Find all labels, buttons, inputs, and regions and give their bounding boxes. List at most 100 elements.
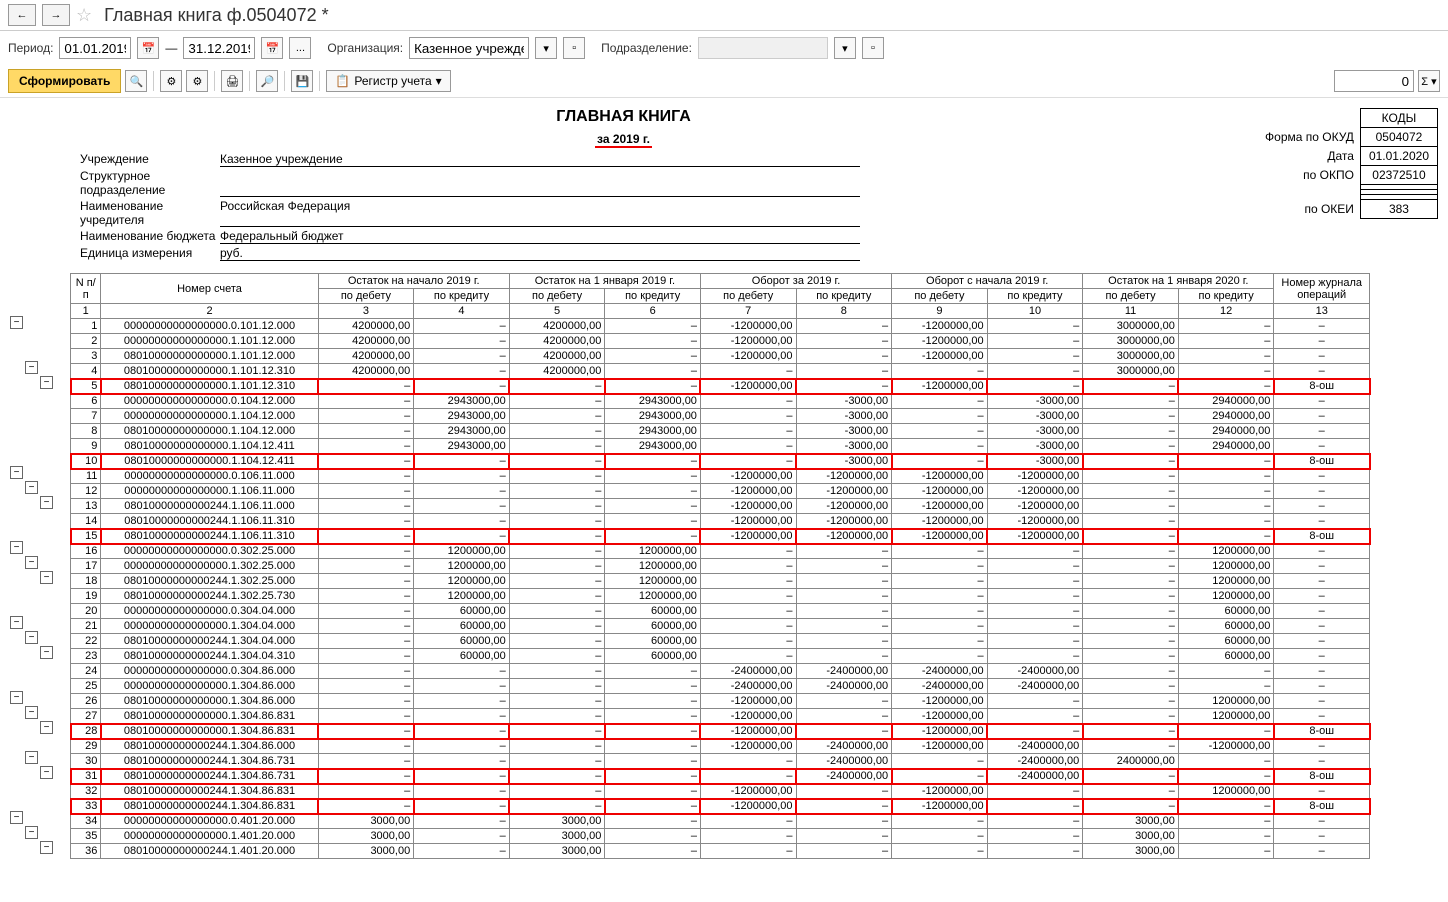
print-icon[interactable]: 🖨	[221, 70, 243, 92]
table-row[interactable]: 600000000000000000.0.104.12.000–2943000,…	[71, 394, 1370, 409]
row-val: –	[318, 634, 414, 649]
save-icon[interactable]: 💾	[291, 70, 313, 92]
table-row[interactable]: 308010000000000000.1.101.12.0004200000,0…	[71, 349, 1370, 364]
tree-toggle[interactable]: −	[25, 481, 38, 494]
period-more-button[interactable]: ...	[289, 37, 311, 59]
table-row[interactable]: 2500000000000000000.1.304.86.000––––-240…	[71, 679, 1370, 694]
table-row[interactable]: 3208010000000000244.1.304.86.831––––-120…	[71, 784, 1370, 799]
table-row[interactable]: 808010000000000000.1.104.12.000–2943000,…	[71, 424, 1370, 439]
row-val: –	[318, 514, 414, 529]
subdiv-clear-icon[interactable]: ▫	[862, 37, 884, 59]
row-val: -3000,00	[987, 409, 1083, 424]
form-button[interactable]: Сформировать	[8, 69, 121, 93]
table-row[interactable]: 3500000000000000000.1.401.20.0003000,00–…	[71, 829, 1370, 844]
org-clear-icon[interactable]: ▫	[563, 37, 585, 59]
row-val: –	[892, 829, 988, 844]
table-row[interactable]: 2308010000000000244.1.304.04.310–60000,0…	[71, 649, 1370, 664]
row-val: –	[987, 319, 1083, 334]
row-val: –	[318, 739, 414, 754]
table-row[interactable]: 3108010000000000244.1.304.86.731–––––-24…	[71, 769, 1370, 784]
tree-toggle[interactable]: −	[10, 541, 23, 554]
star-icon[interactable]: ☆	[76, 5, 92, 26]
settings1-icon[interactable]: ⚙	[160, 70, 182, 92]
table-row[interactable]: 700000000000000000.1.104.12.000–2943000,…	[71, 409, 1370, 424]
table-row[interactable]: 3008010000000000244.1.304.86.731–––––-24…	[71, 754, 1370, 769]
preview-icon[interactable]: 🔎	[256, 70, 278, 92]
table-row[interactable]: 2208010000000000244.1.304.04.000–60000,0…	[71, 634, 1370, 649]
tree-toggle[interactable]: −	[25, 631, 38, 644]
table-row[interactable]: 1908010000000000244.1.302.25.730–1200000…	[71, 589, 1370, 604]
num-input[interactable]	[1334, 70, 1414, 92]
table-row[interactable]: 2100000000000000000.1.304.04.000–60000,0…	[71, 619, 1370, 634]
tree-toggle[interactable]: −	[40, 496, 53, 509]
date-from-picker-icon[interactable]: 📅	[137, 37, 159, 59]
register-button[interactable]: 📋Регистр учета▾	[326, 70, 450, 92]
table-row[interactable]: 2708010000000000000.1.304.86.831––––-120…	[71, 709, 1370, 724]
tree-toggle[interactable]: −	[10, 691, 23, 704]
row-val: -1200000,00	[700, 334, 796, 349]
row-val: –	[892, 769, 988, 784]
table-row[interactable]: 1308010000000000244.1.106.11.000––––-120…	[71, 499, 1370, 514]
table-row[interactable]: 408010000000000000.1.101.12.3104200000,0…	[71, 364, 1370, 379]
table-row[interactable]: 908010000000000000.1.104.12.411–2943000,…	[71, 439, 1370, 454]
table-row[interactable]: 2908010000000000244.1.304.86.000––––-120…	[71, 739, 1370, 754]
table-row[interactable]: 200000000000000000.1.101.12.0004200000,0…	[71, 334, 1370, 349]
col-n: N п/п	[71, 274, 101, 304]
tree-toggle[interactable]: −	[10, 811, 23, 824]
back-button[interactable]: ←	[8, 4, 36, 26]
tree-toggle[interactable]: −	[40, 376, 53, 389]
tree-toggle[interactable]: −	[40, 646, 53, 659]
tree-toggle[interactable]: −	[25, 556, 38, 569]
field-value: руб.	[220, 246, 860, 261]
row-val: –	[796, 784, 892, 799]
tree-toggle[interactable]: −	[10, 466, 23, 479]
table-row[interactable]: 1808010000000000244.1.302.25.000–1200000…	[71, 574, 1370, 589]
row-val: -2400000,00	[700, 679, 796, 694]
table-row[interactable]: 3308010000000000244.1.304.86.831––––-120…	[71, 799, 1370, 814]
tree-toggle[interactable]: −	[25, 361, 38, 374]
table-row[interactable]: 2400000000000000000.0.304.86.000––––-240…	[71, 664, 1370, 679]
forward-button[interactable]: →	[42, 4, 70, 26]
table-row[interactable]: 1008010000000000000.1.104.12.411–––––-30…	[71, 454, 1370, 469]
search-icon[interactable]: 🔍	[125, 70, 147, 92]
table-row[interactable]: 3400000000000000000.0.401.20.0003000,00–…	[71, 814, 1370, 829]
subdiv-dropdown-icon[interactable]: ▾	[834, 37, 856, 59]
sum-button[interactable]: Σ ▾	[1418, 70, 1440, 92]
subdiv-select[interactable]	[698, 37, 828, 59]
org-select[interactable]	[409, 37, 529, 59]
tree-toggle[interactable]: −	[40, 841, 53, 854]
table-row[interactable]: 2608010000000000000.1.304.86.000––––-120…	[71, 694, 1370, 709]
table-row[interactable]: 2000000000000000000.0.304.04.000–60000,0…	[71, 604, 1370, 619]
table-row[interactable]: 1508010000000000244.1.106.11.310––––-120…	[71, 529, 1370, 544]
table-row[interactable]: 1100000000000000000.0.106.11.000––––-120…	[71, 469, 1370, 484]
date-from-input[interactable]	[59, 37, 131, 59]
date-to-input[interactable]	[183, 37, 255, 59]
row-val: 60000,00	[1178, 604, 1274, 619]
row-val: –	[892, 559, 988, 574]
tree-toggle[interactable]: −	[25, 751, 38, 764]
tree-toggle[interactable]: −	[40, 766, 53, 779]
table-row[interactable]: 1600000000000000000.0.302.25.000–1200000…	[71, 544, 1370, 559]
tree-toggle[interactable]: −	[25, 826, 38, 839]
table-row[interactable]: 1200000000000000000.1.106.11.000––––-120…	[71, 484, 1370, 499]
table-row[interactable]: 100000000000000000.0.101.12.0004200000,0…	[71, 319, 1370, 334]
tree-toggle[interactable]: −	[40, 721, 53, 734]
col-num-label: 4	[414, 304, 510, 319]
settings2-icon[interactable]: ⚙	[186, 70, 208, 92]
date-to-picker-icon[interactable]: 📅	[261, 37, 283, 59]
table-row[interactable]: 1408010000000000244.1.106.11.310––––-120…	[71, 514, 1370, 529]
org-dropdown-icon[interactable]: ▾	[535, 37, 557, 59]
table-row[interactable]: 2808010000000000000.1.304.86.831––––-120…	[71, 724, 1370, 739]
tree-toggle[interactable]: −	[40, 571, 53, 584]
row-val: -1200000,00	[987, 529, 1083, 544]
tree-toggle[interactable]: −	[10, 316, 23, 329]
tree-toggle[interactable]: −	[25, 706, 38, 719]
row-val: –	[605, 319, 701, 334]
table-row[interactable]: 508010000000000000.1.101.12.310––––-1200…	[71, 379, 1370, 394]
table-row[interactable]: 1700000000000000000.1.302.25.000–1200000…	[71, 559, 1370, 574]
row-val: –	[1083, 379, 1179, 394]
row-val: –	[318, 754, 414, 769]
row-val: –	[414, 514, 510, 529]
table-row[interactable]: 3608010000000000244.1.401.20.0003000,00–…	[71, 844, 1370, 859]
tree-toggle[interactable]: −	[10, 616, 23, 629]
